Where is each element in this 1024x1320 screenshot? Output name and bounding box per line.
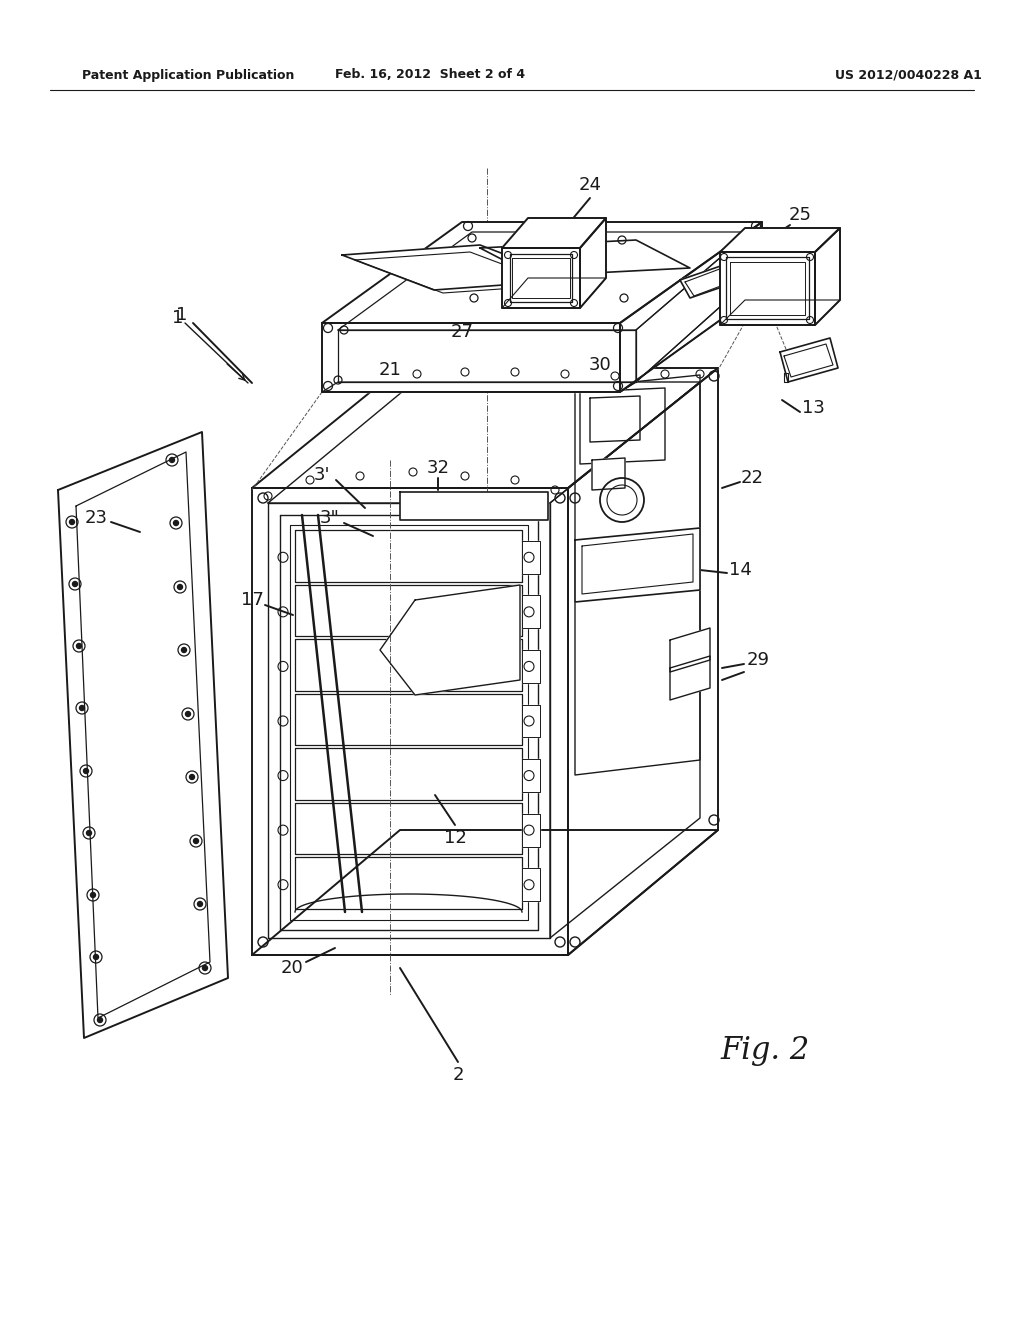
Text: 32: 32 [427, 459, 450, 477]
Text: 2: 2 [453, 1067, 464, 1084]
Polygon shape [252, 488, 568, 954]
Circle shape [181, 648, 186, 652]
Polygon shape [720, 252, 815, 325]
Circle shape [189, 775, 195, 780]
Text: 3': 3' [313, 466, 331, 484]
Polygon shape [502, 218, 606, 248]
Circle shape [198, 902, 203, 907]
Polygon shape [295, 803, 522, 854]
Polygon shape [670, 628, 710, 672]
Polygon shape [322, 323, 620, 392]
Text: 25: 25 [788, 206, 811, 224]
Polygon shape [295, 694, 522, 746]
Text: Fig. 2: Fig. 2 [720, 1035, 809, 1065]
Polygon shape [720, 228, 840, 252]
Circle shape [203, 965, 208, 970]
Circle shape [173, 520, 178, 525]
Text: 13: 13 [802, 399, 824, 417]
Circle shape [86, 830, 91, 836]
Circle shape [194, 838, 199, 843]
Polygon shape [568, 368, 718, 954]
Polygon shape [502, 248, 580, 308]
Polygon shape [322, 381, 636, 392]
Circle shape [73, 582, 78, 586]
Polygon shape [590, 396, 640, 442]
Text: 1: 1 [172, 309, 183, 327]
Circle shape [84, 768, 88, 774]
Polygon shape [252, 368, 718, 488]
Text: 29: 29 [746, 651, 769, 669]
Polygon shape [582, 535, 693, 594]
Text: 24: 24 [579, 176, 601, 194]
Polygon shape [522, 705, 540, 738]
Polygon shape [480, 240, 690, 276]
Text: US 2012/0040228 A1: US 2012/0040228 A1 [835, 69, 982, 82]
Circle shape [90, 892, 95, 898]
Polygon shape [575, 528, 700, 602]
Polygon shape [522, 649, 540, 682]
Polygon shape [522, 759, 540, 792]
Polygon shape [380, 585, 520, 696]
Circle shape [97, 1018, 102, 1023]
Text: 14: 14 [728, 561, 752, 579]
Text: 17: 17 [241, 591, 263, 609]
Circle shape [93, 954, 98, 960]
Text: 22: 22 [740, 469, 764, 487]
Text: Feb. 16, 2012  Sheet 2 of 4: Feb. 16, 2012 Sheet 2 of 4 [335, 69, 525, 82]
Polygon shape [784, 374, 788, 381]
Text: 21: 21 [379, 360, 401, 379]
Text: 30: 30 [589, 356, 611, 374]
Polygon shape [670, 656, 710, 700]
Polygon shape [580, 218, 606, 308]
Polygon shape [295, 748, 522, 800]
Text: 1: 1 [176, 306, 187, 323]
Polygon shape [342, 246, 572, 290]
Polygon shape [295, 531, 522, 582]
Text: 23: 23 [85, 510, 108, 527]
Polygon shape [522, 595, 540, 628]
Text: 20: 20 [281, 960, 303, 977]
Polygon shape [522, 813, 540, 846]
Circle shape [80, 705, 85, 710]
Polygon shape [295, 585, 522, 636]
Text: 27: 27 [451, 323, 473, 341]
Polygon shape [268, 503, 550, 939]
Circle shape [77, 644, 82, 648]
Text: Patent Application Publication: Patent Application Publication [82, 69, 294, 82]
Circle shape [177, 585, 182, 590]
Polygon shape [592, 458, 625, 490]
Polygon shape [502, 279, 606, 308]
Circle shape [170, 458, 174, 462]
Polygon shape [620, 222, 762, 392]
Polygon shape [295, 858, 522, 909]
Polygon shape [522, 869, 540, 902]
Circle shape [70, 520, 75, 524]
Text: 3": 3" [321, 510, 340, 527]
Polygon shape [580, 388, 665, 465]
Circle shape [185, 711, 190, 717]
Polygon shape [58, 432, 228, 1038]
Polygon shape [322, 222, 762, 323]
Text: 12: 12 [443, 829, 467, 847]
Polygon shape [522, 541, 540, 574]
Polygon shape [680, 260, 748, 298]
Polygon shape [400, 492, 548, 520]
Polygon shape [620, 280, 762, 392]
Polygon shape [575, 375, 700, 775]
Polygon shape [295, 639, 522, 690]
Polygon shape [280, 515, 538, 931]
Polygon shape [780, 338, 838, 381]
Polygon shape [720, 300, 840, 325]
Polygon shape [815, 228, 840, 325]
Polygon shape [252, 830, 718, 954]
